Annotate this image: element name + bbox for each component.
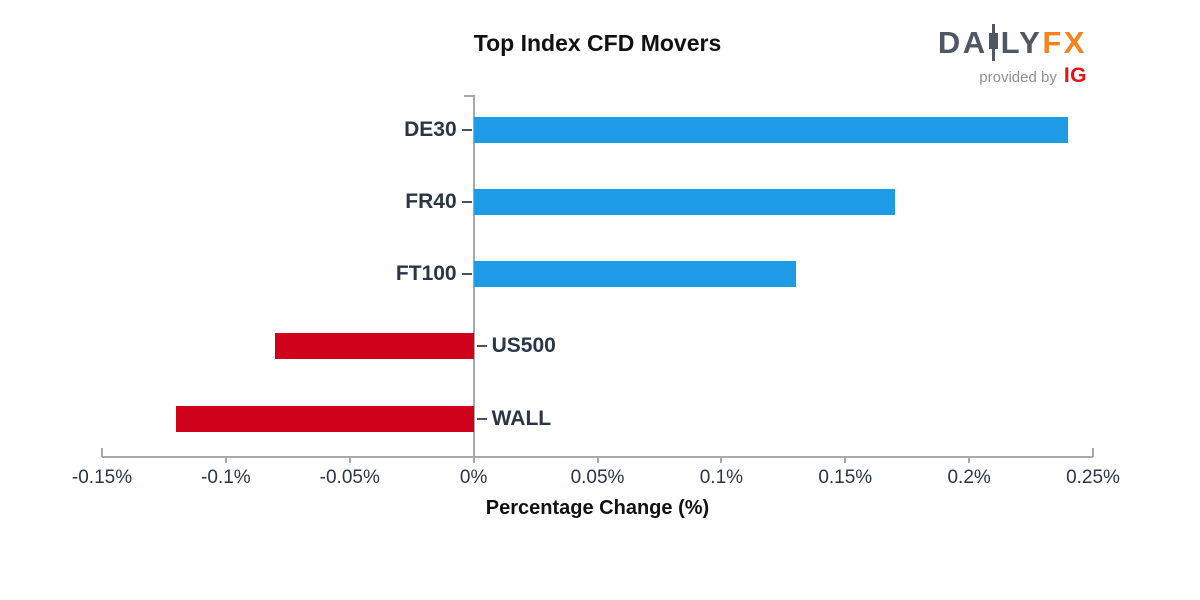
- chart-title: Top Index CFD Movers: [473, 30, 722, 56]
- x-tick-label: -0.1%: [201, 467, 251, 488]
- x-tick-label: 0.25%: [1066, 467, 1120, 488]
- candlestick-icon: [988, 24, 998, 61]
- dailyfx-logo: DA LY FX provided by IG: [938, 24, 1087, 88]
- x-axis-tick: [720, 457, 723, 463]
- bar-wall: [176, 405, 474, 432]
- x-tick-label: 0.15%: [818, 467, 873, 488]
- logo-text-fx: FX: [1042, 24, 1087, 60]
- dailyfx-wordmark: DA LY FX: [938, 24, 1087, 61]
- x-axis-tick: [968, 457, 971, 463]
- bar-de30: [473, 116, 1069, 143]
- category-tick-fr40: [461, 200, 472, 203]
- plot-area: -0.15% -0.1% -0.05% 0% 0.05% 0.1% 0.15% 0.2% 0.2…: [72, 95, 1120, 488]
- x-axis-tick: [596, 457, 599, 463]
- x-axis-endcap: [1092, 448, 1094, 457]
- x-axis-tick: [844, 457, 847, 463]
- x-tick-label: 0.1%: [699, 467, 744, 488]
- category-label-ft100: FT100: [395, 262, 457, 285]
- zero-axis-top-cap: [463, 95, 473, 97]
- category-tick-de30: [461, 128, 472, 131]
- bar-fr40: [473, 188, 895, 215]
- ig-logo: IG: [1063, 64, 1087, 87]
- x-axis-tick: [348, 457, 351, 463]
- x-tick-label: -0.05%: [319, 467, 380, 488]
- logo-provided-by-line: provided by IG: [938, 64, 1087, 88]
- category-tick-ft100: [461, 273, 472, 275]
- x-tick-label: 0%: [459, 467, 488, 488]
- category-tick-us500: [476, 345, 487, 348]
- category-label-us500: US500: [491, 334, 556, 358]
- category-label-wall: WALL: [491, 406, 552, 430]
- bar-ft100: [473, 261, 796, 287]
- provided-by-text: provided by: [979, 69, 1057, 86]
- x-tick-label: -0.15%: [71, 467, 133, 488]
- x-axis-label: Percentage Change (%): [485, 497, 710, 519]
- x-axis-tick: [472, 457, 475, 463]
- category-label-fr40: FR40: [405, 189, 457, 213]
- x-axis-tick: [224, 457, 227, 463]
- logo-text-da: DA: [937, 24, 988, 60]
- bar-us500: [275, 333, 474, 360]
- category-tick-wall: [476, 417, 487, 420]
- x-tick-label: 0.05%: [570, 467, 625, 488]
- category-label-de30: DE30: [404, 117, 457, 141]
- x-axis-endcap: [101, 448, 103, 457]
- logo-text-ly: LY: [1000, 24, 1043, 60]
- x-tick-label: 0.2%: [947, 467, 991, 488]
